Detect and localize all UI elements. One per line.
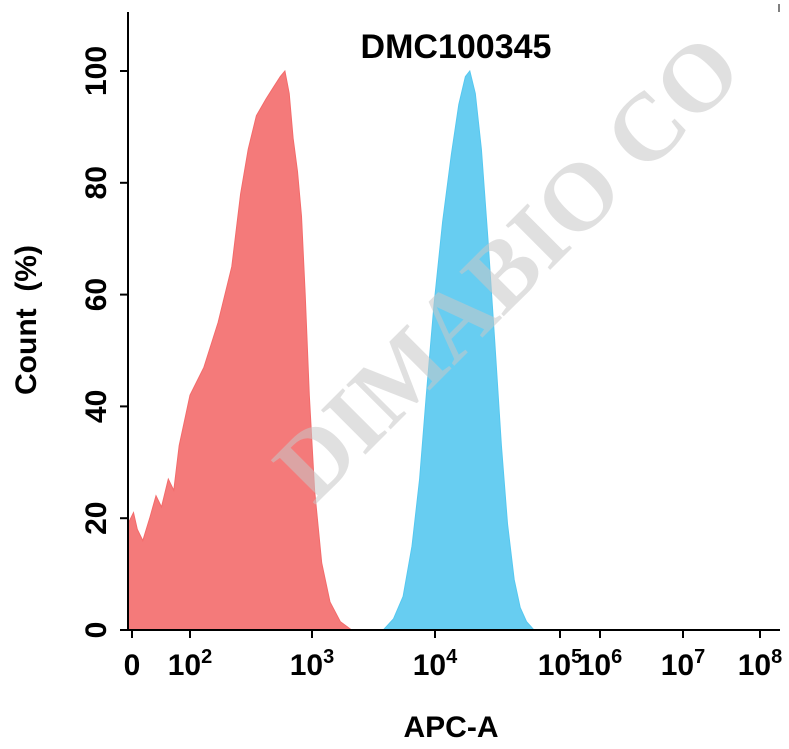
series-area-1: [127, 69, 354, 631]
y-ticks-layer: 0 20 40 60 80 100: [80, 46, 128, 638]
x-tick-label: 107: [661, 646, 706, 682]
x-tick-label: 105: [538, 646, 583, 682]
x-tick-label: 102: [168, 646, 213, 682]
x-tick-label: 103: [290, 646, 335, 682]
y-tick-label: 0: [80, 622, 113, 639]
chart-title: DMC100345: [361, 28, 552, 66]
x-axis-title: APC-A: [404, 711, 499, 744]
y-tick-label: 80: [80, 166, 113, 199]
series-layer: [127, 69, 536, 631]
y-tick-label: 20: [80, 502, 113, 535]
x-tick-label: 106: [578, 646, 623, 682]
y-tick-label: 60: [80, 278, 113, 311]
y-tick-label: 100: [80, 46, 113, 96]
y-tick-label: 40: [80, 390, 113, 423]
x-tick-label: 104: [413, 646, 458, 682]
x-tick-label: 0: [124, 649, 141, 682]
series-area-2: [382, 69, 536, 631]
y-axis-title: Count (%): [10, 245, 43, 395]
x-tick-label: 108: [738, 646, 783, 682]
